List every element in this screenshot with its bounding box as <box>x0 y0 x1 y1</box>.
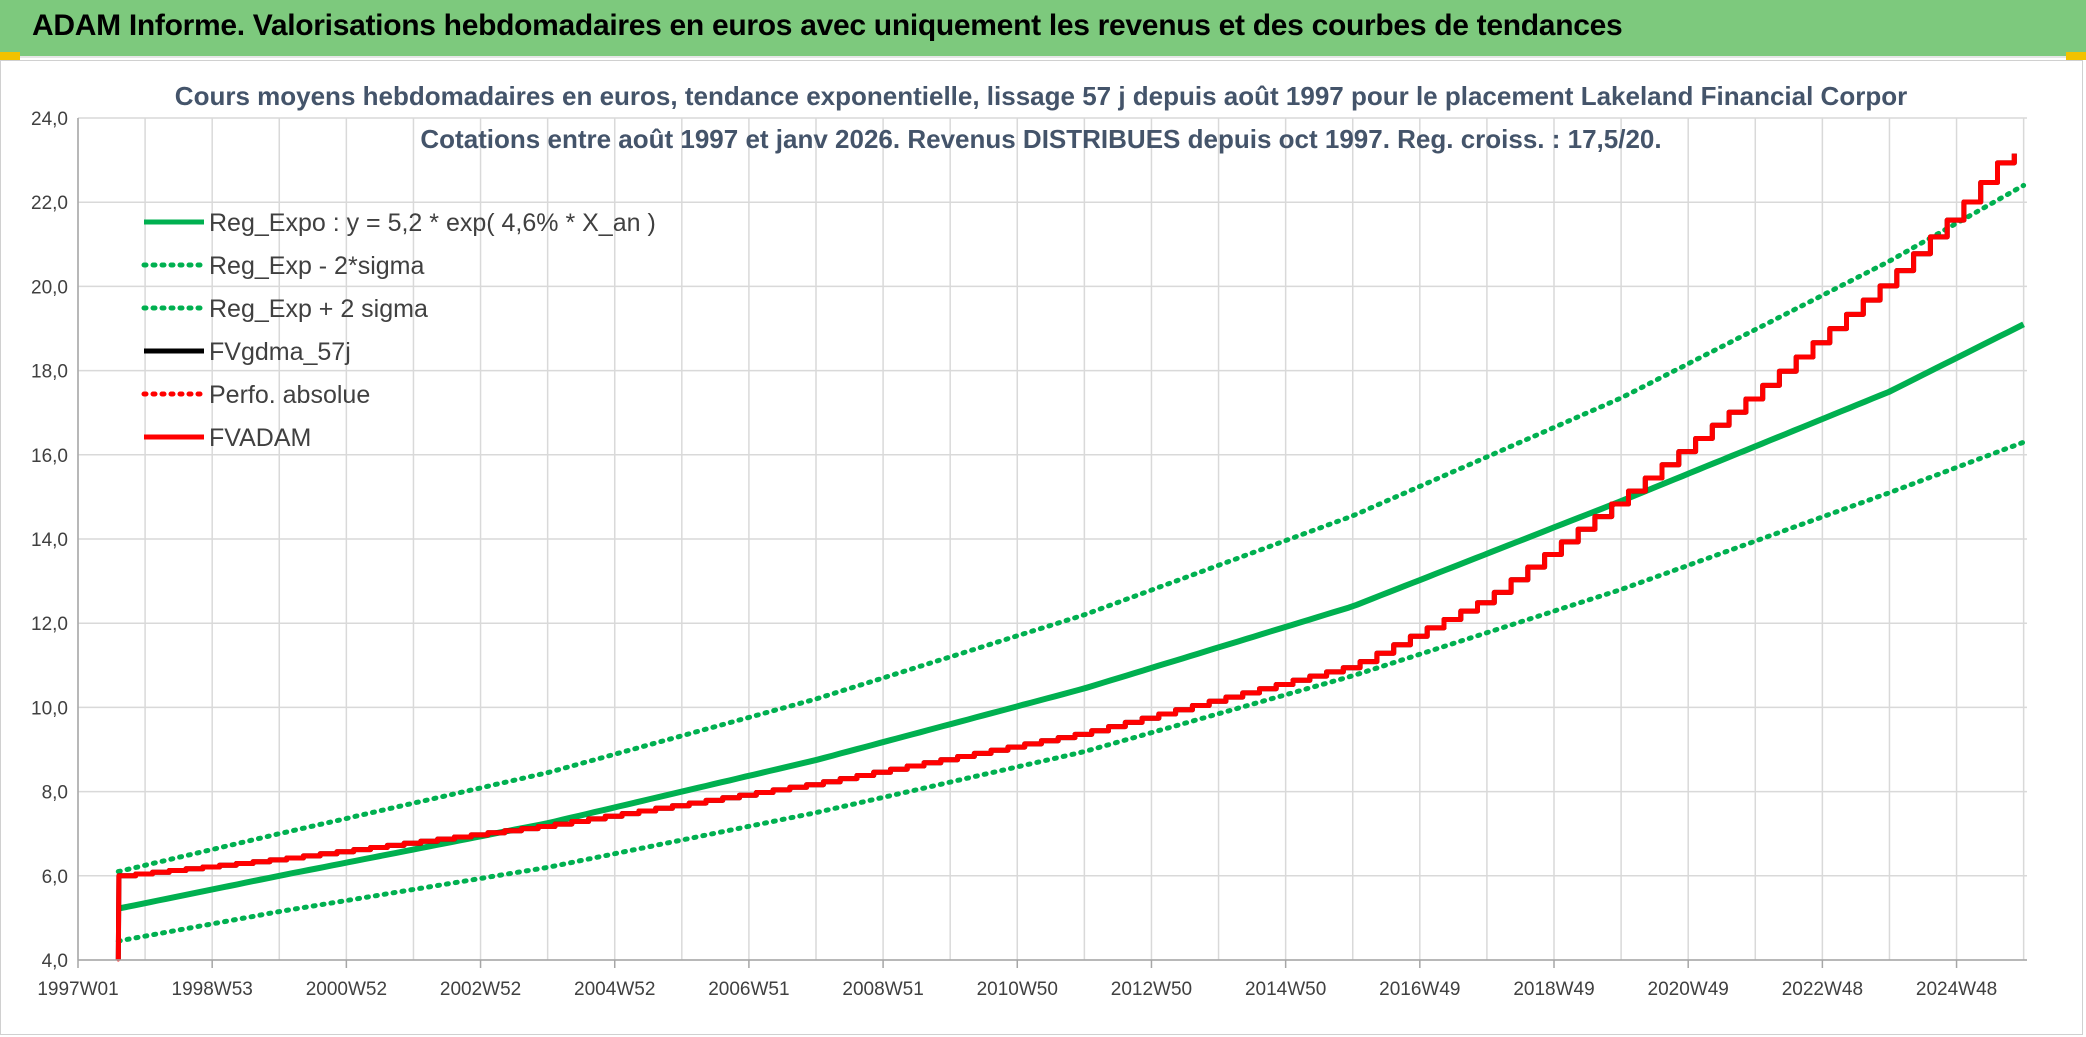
legend: Reg_Expo : y = 5,2 * exp( 4,6% * X_an ) R… <box>141 209 656 452</box>
y-tick-label: 12,0 <box>31 614 68 635</box>
legend-label: Reg_Expo : y = 5,2 * exp( 4,6% * X_an ) <box>209 209 656 237</box>
y-tick-label: 20,0 <box>31 277 68 298</box>
report-title: ADAM Informe. Valorisations hebdomadaire… <box>32 9 1623 42</box>
grid-lines <box>77 117 2027 961</box>
legend-label: FVgdma_57j <box>209 338 351 366</box>
x-tick-label: 2014W50 <box>1245 979 1326 1000</box>
chart-title: Cours moyens hebdomadaires en euros, ten… <box>175 81 1907 154</box>
x-tick-label: 2004W52 <box>574 979 655 1000</box>
y-axis-tick-labels: 4,0 6,0 8,0 10,0 12,0 14,0 16,0 18,0 20,0 22,0 24,… <box>31 109 68 972</box>
series-reg-exp-minus-2sigma <box>115 439 2027 944</box>
legend-label: Reg_Exp + 2 sigma <box>209 295 428 323</box>
x-tick-label: 1997W01 <box>37 979 118 1000</box>
x-tick-label: 2020W49 <box>1648 979 1729 1000</box>
x-tick-label: 2018W49 <box>1513 979 1594 1000</box>
x-tick-label: 2010W50 <box>977 979 1058 1000</box>
series-layer <box>115 152 2027 962</box>
x-tick-label: 2008W51 <box>842 979 923 1000</box>
x-tick-label: 2022W48 <box>1782 979 1863 1000</box>
series-reg-exp-plus-2sigma <box>115 182 2027 875</box>
y-tick-label: 14,0 <box>31 530 68 551</box>
corner-accent-right <box>2066 52 2086 60</box>
legend-label: Perfo. absolue <box>209 381 370 409</box>
x-tick-label: 2002W52 <box>440 979 521 1000</box>
x-axis-tick-labels: 1997W01 1998W53 2000W52 2002W52 2004W52 2006W… <box>37 979 1997 1000</box>
x-tick-label: 1998W53 <box>172 979 253 1000</box>
y-tick-label: 16,0 <box>31 446 68 467</box>
header-banner: ADAM Informe. Valorisations hebdomadaire… <box>0 0 2086 58</box>
y-tick-label: 18,0 <box>31 362 68 383</box>
x-tick-label: 2006W51 <box>708 979 789 1000</box>
y-tick-label: 6,0 <box>42 867 68 888</box>
chart-frame: 4,0 6,0 8,0 10,0 12,0 14,0 16,0 18,0 20,0 22,0 24,… <box>0 60 2083 1035</box>
y-tick-label: 24,0 <box>31 109 68 130</box>
y-tick-label: 10,0 <box>31 698 68 719</box>
x-tick-label: 2000W52 <box>306 979 387 1000</box>
series-reg-expo <box>117 321 2025 912</box>
corner-accent-left <box>0 52 20 60</box>
line-chart: 4,0 6,0 8,0 10,0 12,0 14,0 16,0 18,0 20,0 22,0 24,… <box>31 81 2027 1000</box>
y-tick-label: 4,0 <box>42 951 68 972</box>
x-tick-label: 2016W49 <box>1379 979 1460 1000</box>
legend-label: Reg_Exp - 2*sigma <box>209 252 424 280</box>
axes <box>77 118 2027 968</box>
series-fvadam <box>115 153 2017 961</box>
chart-title-line-2: Cotations entre août 1997 et janv 2026. … <box>420 124 1661 154</box>
legend-label: FVADAM <box>209 424 311 452</box>
y-tick-label: 22,0 <box>31 193 68 214</box>
chart-title-line-1: Cours moyens hebdomadaires en euros, ten… <box>175 81 1907 111</box>
x-tick-label: 2012W50 <box>1111 979 1192 1000</box>
x-tick-label: 2024W48 <box>1916 979 1997 1000</box>
y-tick-label: 8,0 <box>42 783 68 804</box>
